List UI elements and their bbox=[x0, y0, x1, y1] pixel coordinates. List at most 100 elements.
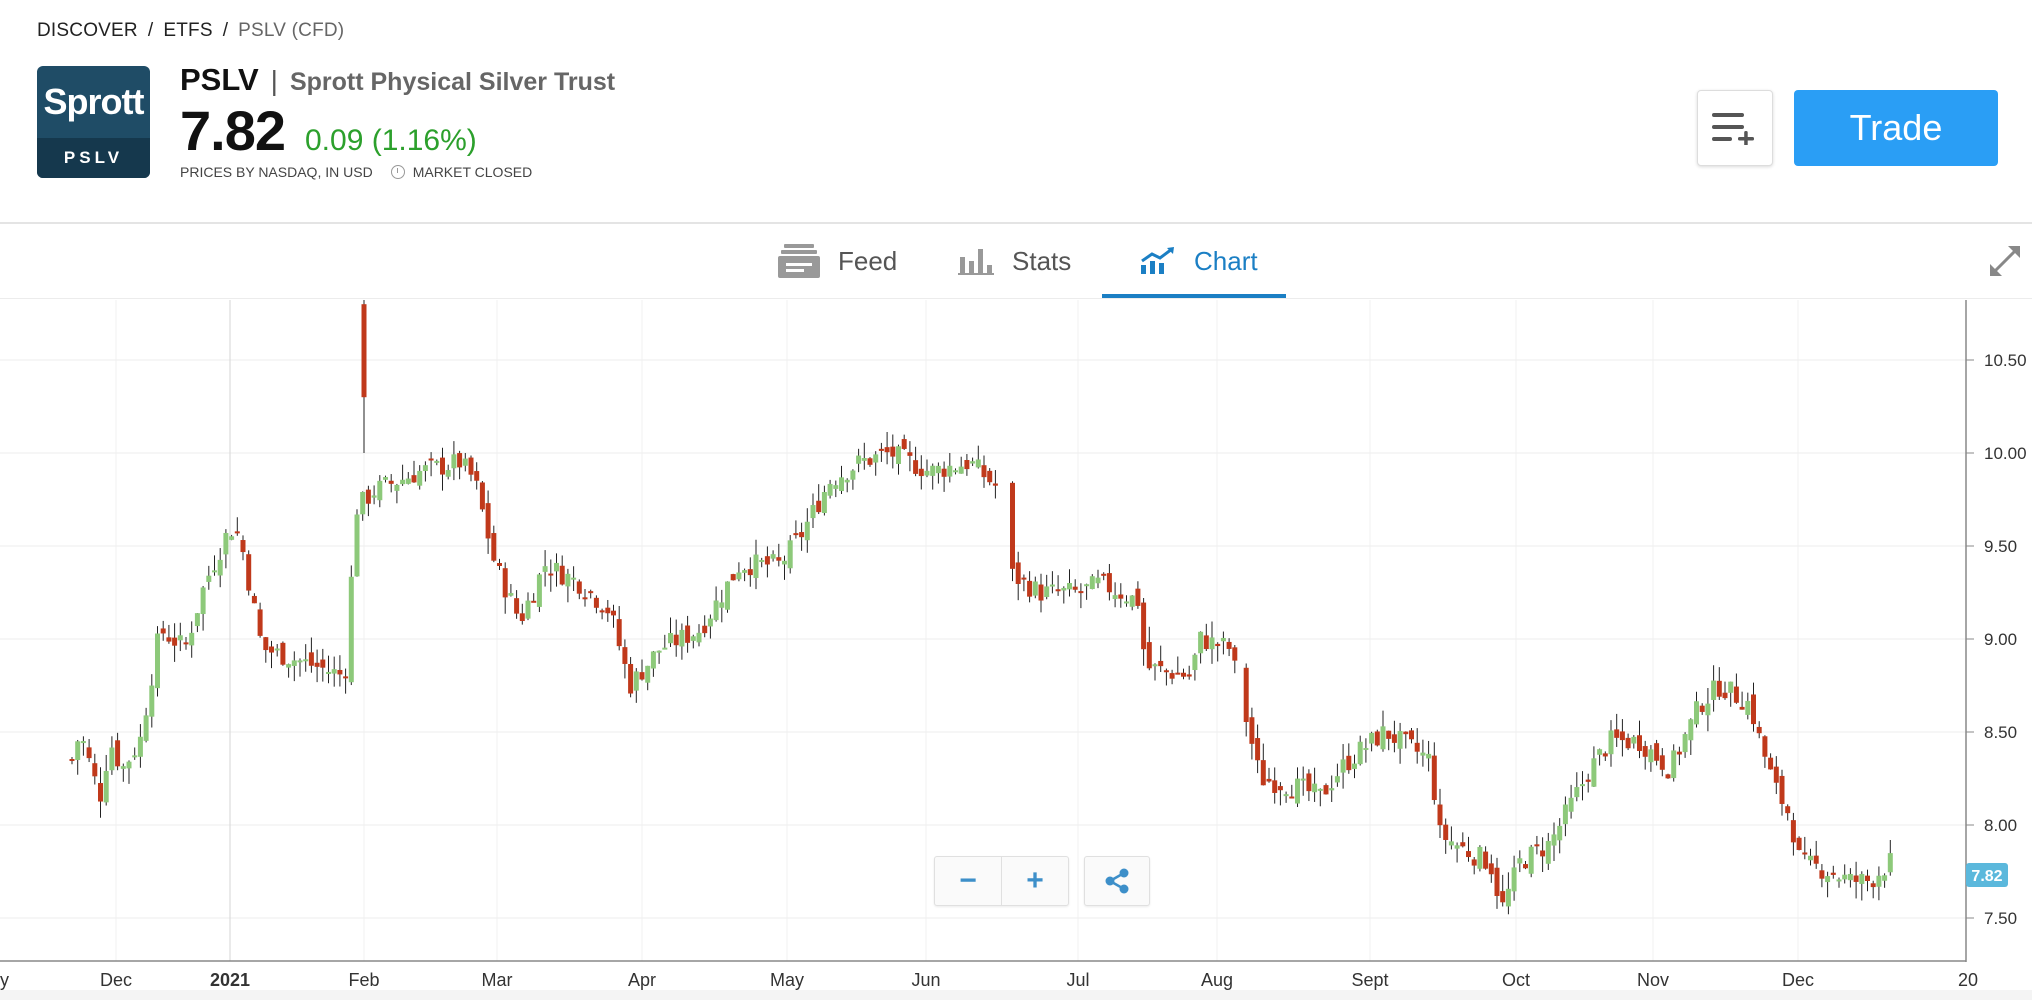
candle-body bbox=[1619, 731, 1625, 741]
candle-body bbox=[1175, 672, 1181, 675]
price-source: PRICES BY NASDAQ, IN USD bbox=[180, 164, 373, 180]
candle-body bbox=[827, 483, 833, 496]
breadcrumb-separator: / bbox=[147, 20, 154, 41]
candle-body bbox=[821, 492, 827, 513]
candle-body bbox=[497, 563, 502, 566]
candle-body bbox=[1340, 759, 1346, 773]
candle-body bbox=[1825, 876, 1831, 883]
x-axis-ticks: Dec 2021 Feb Mar Apr May Jun Jul Aug Sept Oct Nov De… bbox=[100, 970, 1814, 990]
breadcrumb-etfs[interactable]: ETFS bbox=[163, 20, 213, 41]
trade-button[interactable]: Trade bbox=[1794, 90, 1998, 166]
candle-body bbox=[810, 505, 816, 519]
candle-body bbox=[1471, 859, 1477, 866]
candle-body bbox=[354, 514, 360, 577]
candle-body bbox=[132, 755, 138, 758]
candle-body bbox=[1614, 729, 1620, 738]
candle-body bbox=[742, 570, 748, 573]
candle-body bbox=[1317, 788, 1323, 791]
candle-body bbox=[251, 595, 257, 604]
candle-body bbox=[440, 457, 445, 475]
candle-body bbox=[554, 562, 559, 572]
candle-body bbox=[223, 532, 229, 555]
candle-body bbox=[1232, 647, 1238, 661]
candle-body bbox=[120, 766, 126, 769]
zoom-in-button[interactable]: + bbox=[1026, 864, 1044, 897]
candle-body bbox=[707, 618, 713, 627]
candle-body bbox=[1352, 763, 1357, 769]
candle-body bbox=[571, 577, 577, 580]
candle-body bbox=[1038, 584, 1044, 601]
candle-body bbox=[850, 470, 856, 480]
candle-body bbox=[240, 540, 246, 553]
candle-body bbox=[668, 633, 673, 644]
candle-body bbox=[650, 651, 656, 669]
add-to-watchlist-button[interactable] bbox=[1697, 90, 1773, 166]
candle-body bbox=[611, 610, 616, 616]
candle-body bbox=[1836, 879, 1842, 882]
candle-body bbox=[1391, 734, 1397, 743]
candle-body bbox=[639, 672, 645, 680]
candle-body bbox=[1523, 864, 1528, 869]
candle-body bbox=[468, 457, 474, 475]
candle-body bbox=[1272, 780, 1278, 793]
market-status: MARKET CLOSED bbox=[412, 164, 533, 180]
price-meta: PRICES BY NASDAQ, IN USD MARKET CLOSED bbox=[180, 164, 532, 180]
x-tick-label: Jun bbox=[911, 970, 940, 990]
breadcrumb-discover[interactable]: DISCOVER bbox=[37, 20, 138, 41]
candle-body bbox=[1084, 584, 1090, 587]
tab-feed[interactable]: Feed bbox=[778, 224, 897, 298]
candle-body bbox=[1249, 717, 1255, 744]
candle-body bbox=[1676, 751, 1682, 755]
x-tick-label: Dec bbox=[1782, 970, 1814, 990]
candle-body bbox=[508, 593, 514, 596]
candle-body bbox=[633, 671, 639, 691]
candle-body bbox=[702, 625, 708, 634]
candle-body bbox=[1779, 775, 1785, 804]
candle-body bbox=[1785, 806, 1791, 814]
candle-body bbox=[274, 648, 280, 651]
candle-body bbox=[183, 642, 189, 645]
candle-body bbox=[1192, 654, 1198, 671]
x-tick-label: 2021 bbox=[210, 970, 250, 990]
candle-body bbox=[451, 454, 457, 469]
candle-body bbox=[1101, 573, 1107, 576]
candle-body bbox=[1277, 786, 1283, 791]
candle-body bbox=[263, 637, 269, 651]
candle-body bbox=[280, 642, 286, 665]
zoom-out-button[interactable]: − bbox=[935, 857, 1002, 905]
candle-body bbox=[172, 637, 178, 646]
candle-body bbox=[286, 664, 292, 668]
candle-body bbox=[582, 597, 588, 600]
chart-icon bbox=[1140, 247, 1176, 275]
candle-body bbox=[1711, 680, 1717, 700]
price-chart[interactable]: 10.50 10.00 9.50 9.00 8.50 8.00 7.50 Dec 2021 Fe… bbox=[0, 300, 2032, 990]
candle-body bbox=[1637, 735, 1642, 751]
candle-body bbox=[1540, 850, 1546, 857]
candle-body bbox=[377, 480, 383, 501]
candle-body bbox=[656, 650, 662, 653]
candle-body bbox=[80, 741, 86, 744]
candle-body bbox=[1448, 841, 1454, 846]
share-icon bbox=[1105, 868, 1129, 894]
candle-body bbox=[1203, 635, 1209, 650]
logo-ticker-text: PSLV bbox=[37, 138, 150, 178]
candle-body bbox=[1420, 752, 1426, 756]
candle-body bbox=[229, 536, 235, 540]
x-tick-label: Oct bbox=[1502, 970, 1530, 990]
expand-icon[interactable] bbox=[1988, 244, 2022, 283]
candle-body bbox=[1124, 601, 1129, 604]
candle-body bbox=[782, 560, 787, 565]
candle-body bbox=[696, 632, 702, 643]
share-button[interactable] bbox=[1084, 856, 1150, 906]
candle-body bbox=[1078, 591, 1084, 594]
candle-body bbox=[878, 448, 884, 451]
candle-body bbox=[1106, 573, 1112, 593]
tab-chart[interactable]: Chart bbox=[1140, 224, 1258, 298]
candle-body bbox=[901, 439, 907, 449]
candle-body bbox=[930, 465, 936, 476]
candle-body bbox=[1602, 753, 1608, 757]
candle-body bbox=[787, 540, 793, 569]
candle-body bbox=[1255, 738, 1261, 761]
candle-body bbox=[1882, 875, 1888, 881]
tab-stats[interactable]: Stats bbox=[958, 224, 1071, 298]
